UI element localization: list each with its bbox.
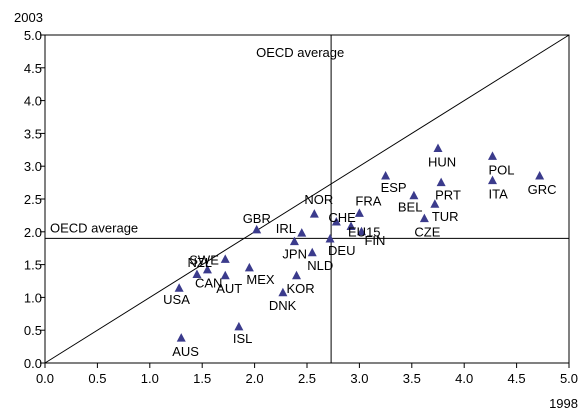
point-label-cze: CZE — [414, 225, 440, 240]
data-point-jpn — [289, 236, 299, 246]
data-point-che — [331, 216, 341, 226]
point-label-nor: NOR — [304, 192, 333, 207]
point-label-can: CAN — [195, 275, 222, 290]
data-point-mex — [244, 262, 254, 272]
y-axis-title: 2003 — [14, 10, 43, 25]
data-point-cze — [419, 213, 429, 223]
point-label-mex: MEX — [246, 272, 274, 287]
point-label-gbr: GBR — [243, 211, 271, 226]
point-label-eu15: EU15 — [348, 225, 381, 240]
data-point-isl — [234, 321, 244, 331]
data-point-kor — [292, 270, 302, 280]
x-tick-label: 0.0 — [36, 371, 54, 386]
point-label-grc: GRC — [528, 182, 557, 197]
point-label-usa: USA — [163, 292, 190, 307]
y-tick-label: 1.0 — [24, 290, 42, 305]
point-label-pol: POL — [488, 162, 514, 177]
x-axis: 0.0 0.5 1.0 1.5 2.0 2.5 3.0 3.5 4.0 4.5 5.0 — [36, 363, 578, 386]
y-tick-label: 3.5 — [24, 126, 42, 141]
data-point-dnk — [278, 287, 288, 297]
x-tick-label: 4.5 — [508, 371, 526, 386]
data-point-pol — [487, 151, 497, 160]
point-label-che: CHE — [328, 210, 356, 225]
data-point-aus — [176, 333, 186, 342]
diagonal-line — [44, 34, 570, 364]
y-tick-label: 0.0 — [24, 356, 42, 371]
point-label-aut: AUT — [216, 281, 242, 296]
point-label-irl: IRL — [276, 221, 296, 236]
x-tick-label: 1.5 — [193, 371, 211, 386]
data-point-prt — [436, 177, 446, 187]
data-points — [174, 143, 545, 342]
data-point-fin — [356, 226, 366, 236]
x-tick-label: 5.0 — [560, 371, 578, 386]
data-point-ita — [487, 175, 497, 185]
point-label-bel: BEL — [398, 200, 423, 215]
point-label-nld: NLD — [307, 258, 333, 273]
point-label-hun: HUN — [428, 154, 456, 169]
point-label-dnk: DNK — [269, 298, 297, 313]
x-tick-label: 3.0 — [350, 371, 368, 386]
data-point-gbr — [252, 224, 262, 234]
data-point-swe — [220, 254, 230, 263]
point-label-aus: AUS — [172, 344, 199, 359]
data-point-nzl — [202, 264, 212, 274]
y-tick-label: 4.0 — [24, 94, 42, 109]
point-label-fin: FIN — [364, 233, 385, 248]
data-point-eu15 — [346, 221, 356, 231]
x-tick-label: 1.0 — [141, 371, 159, 386]
x-axis-title: 1998 — [549, 396, 578, 411]
point-label-jpn: JPN — [282, 247, 307, 262]
point-label-deu: DEU — [328, 243, 355, 258]
point-label-kor: KOR — [287, 281, 315, 296]
point-label-tur: TUR — [432, 209, 459, 224]
data-point-aut — [220, 270, 230, 280]
data-point-can — [192, 269, 202, 278]
reference-lines: OECD average OECD average — [44, 34, 570, 364]
data-point-tur — [430, 199, 440, 208]
data-point-hun — [433, 143, 443, 152]
x-tick-label: 2.0 — [246, 371, 264, 386]
y-tick-label: 4.5 — [24, 61, 42, 76]
x-tick-label: 4.0 — [455, 371, 473, 386]
data-point-bel — [409, 190, 419, 200]
y-tick-label: 3.0 — [24, 159, 42, 174]
oecd-average-vertical-label: OECD average — [256, 45, 344, 60]
data-point-esp — [381, 171, 391, 180]
y-tick-label: 0.5 — [24, 323, 42, 338]
x-tick-label: 0.5 — [88, 371, 106, 386]
data-point-fra — [354, 208, 364, 217]
data-point-deu — [325, 234, 335, 243]
point-label-prt: PRT — [435, 188, 461, 203]
point-label-nzl: NZL — [187, 255, 212, 270]
point-label-fra: FRA — [355, 193, 381, 208]
data-point-nld — [307, 247, 317, 257]
y-tick-label: 2.0 — [24, 225, 42, 240]
x-tick-label: 2.5 — [298, 371, 316, 386]
data-point-nor — [309, 209, 319, 218]
point-label-isl: ISL — [233, 331, 253, 346]
x-tick-label: 3.5 — [403, 371, 421, 386]
point-label-ita: ITA — [488, 187, 508, 202]
y-tick-label: 1.5 — [24, 258, 42, 273]
y-axis: 0.0 0.5 1.0 1.5 2.0 2.5 3.0 3.5 4.0 4.5 5.0 — [24, 28, 45, 371]
point-label-swe: SWE — [189, 252, 219, 267]
data-point-grc — [535, 171, 545, 180]
oecd-average-horizontal-label: OECD average — [50, 220, 138, 235]
data-point-irl — [297, 228, 307, 237]
y-tick-label: 5.0 — [24, 28, 42, 43]
data-point-usa — [174, 283, 184, 292]
y-tick-label: 2.5 — [24, 192, 42, 207]
point-label-esp: ESP — [381, 180, 407, 195]
